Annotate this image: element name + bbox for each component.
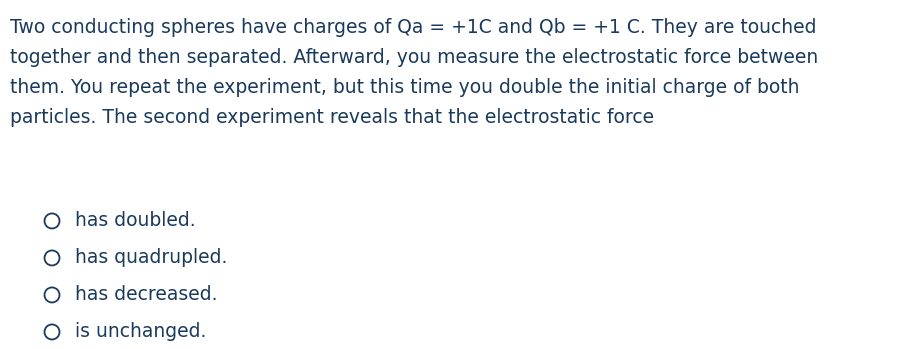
Text: Two conducting spheres have charges of Qa = +1C and Qb = +1 C. They are touched: Two conducting spheres have charges of Q… [10,18,816,37]
Text: has quadrupled.: has quadrupled. [75,248,228,267]
Text: is unchanged.: is unchanged. [75,322,207,341]
Text: has doubled.: has doubled. [75,211,196,230]
Text: has decreased.: has decreased. [75,285,217,304]
Text: together and then separated. Afterward, you measure the electrostatic force betw: together and then separated. Afterward, … [10,48,818,67]
Text: them. You repeat the experiment, but this time you double the initial charge of : them. You repeat the experiment, but thi… [10,78,800,97]
Text: particles. The second experiment reveals that the electrostatic force: particles. The second experiment reveals… [10,108,654,127]
